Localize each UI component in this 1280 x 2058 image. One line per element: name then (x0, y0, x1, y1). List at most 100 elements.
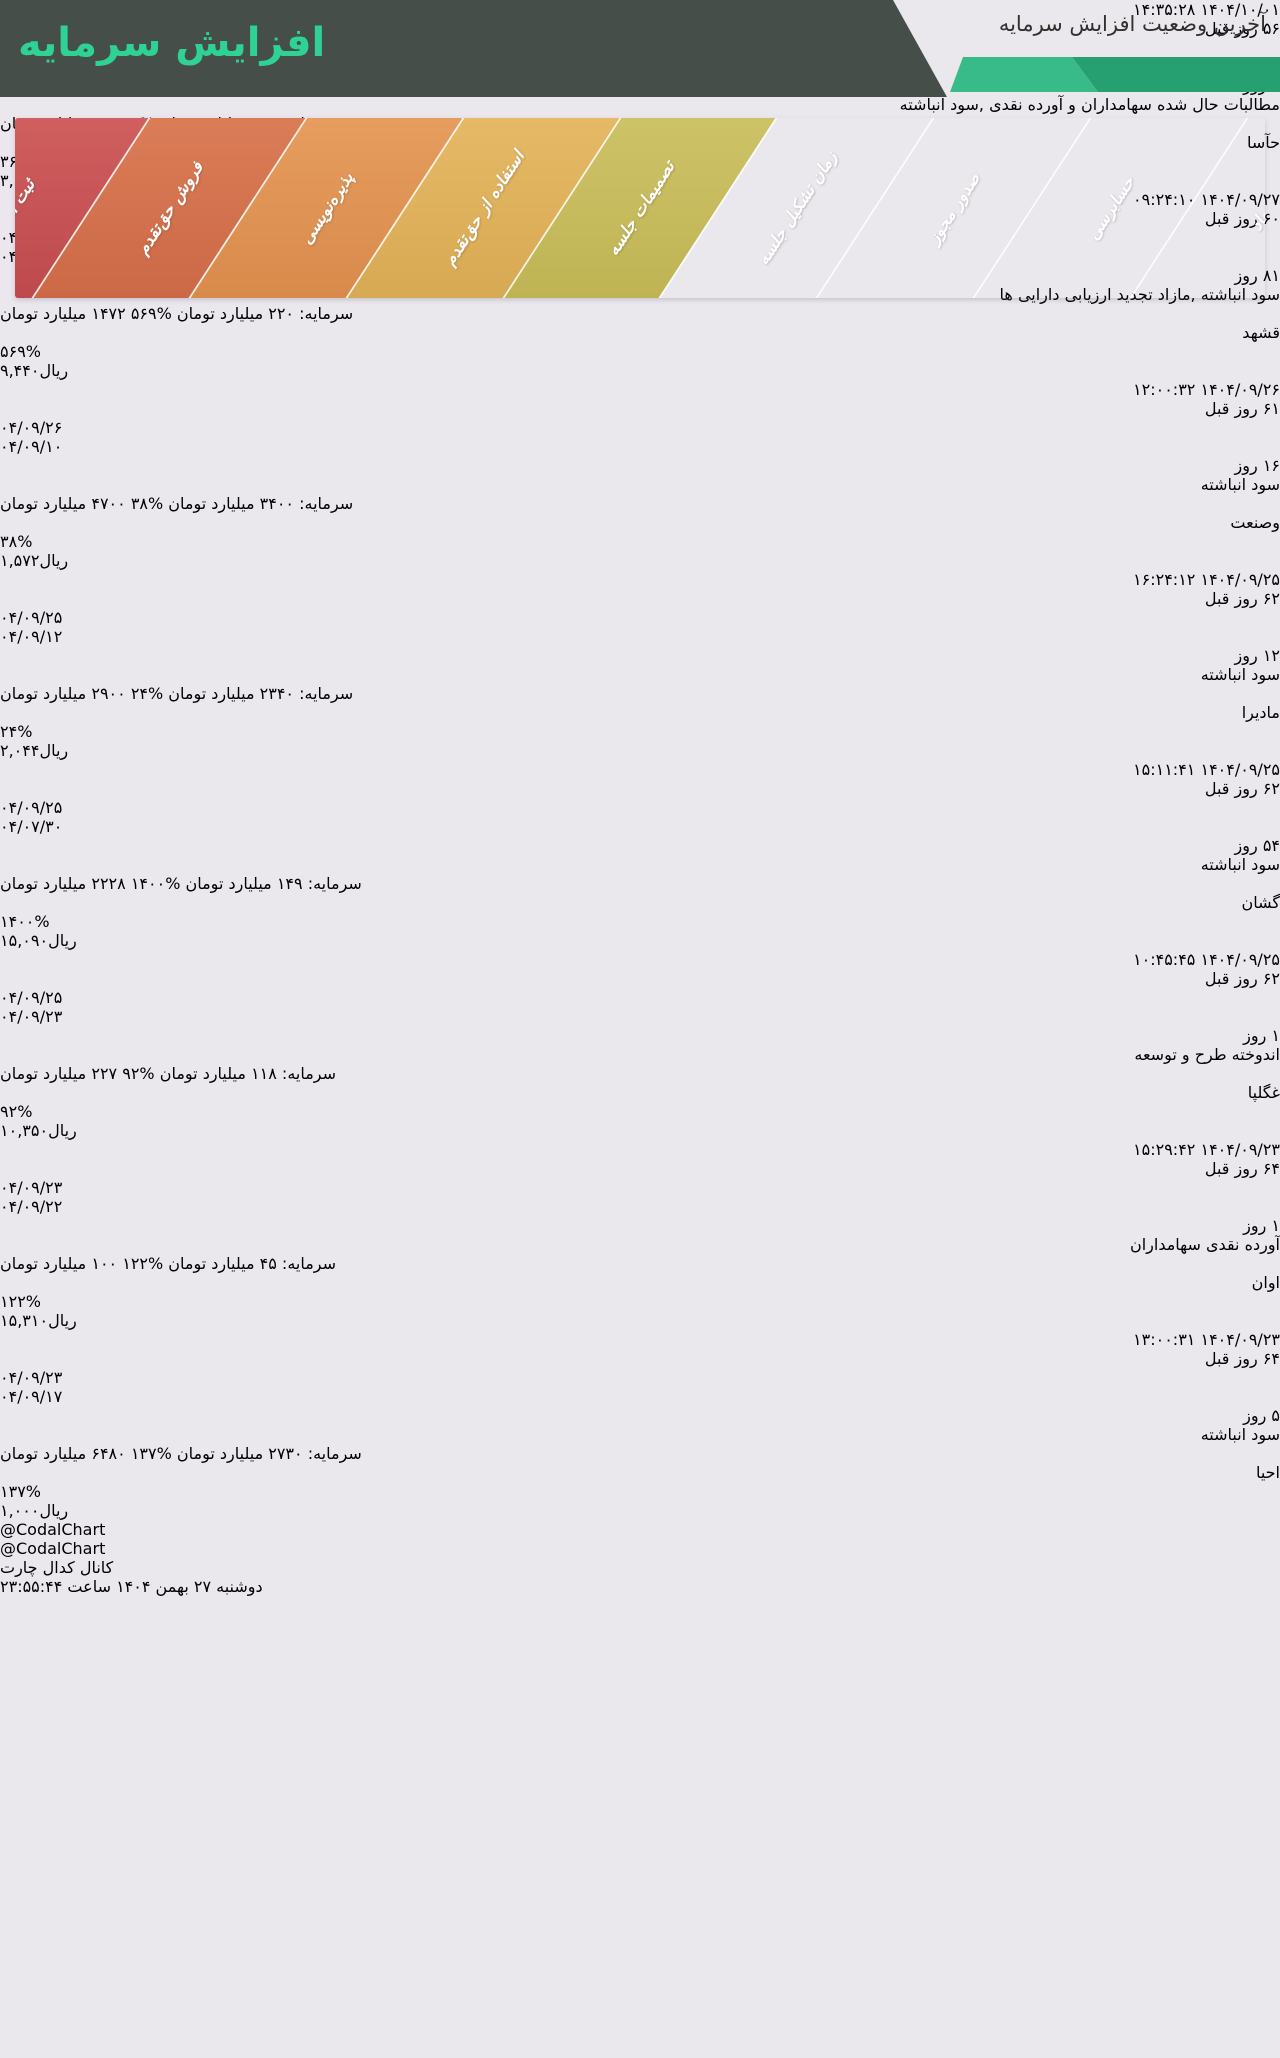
increase-arrow: ۱۴۰۰% (131, 874, 181, 893)
card-body: ۱۴۰۴/۰۹/۲۶ ۱۲:۰۰:۳۲ ۶۱ روز قبل ۰۴/۰۹/۲۶ … (0, 380, 1280, 513)
card-body: ۱۴۰۴/۰۹/۲۵ ۱۶:۲۴:۱۲ ۶۲ روز قبل ۰۴/۰۹/۲۵ … (0, 570, 1280, 703)
increase-percent-label: ۳۸% (130, 494, 164, 513)
announcement-timestamp: ۱۴۰۴/۰۹/۲۵ ۱۵:۱۱:۴۱ (1133, 760, 1280, 779)
card-body: ۱۴۰۴/۰۹/۲۵ ۱۵:۱۱:۴۱ ۶۲ روز قبل ۰۴/۰۹/۲۵ … (0, 760, 1280, 893)
price-unit: ریال (39, 551, 69, 570)
stage-duration-label: ۱۲ روز (1234, 646, 1280, 665)
green-bar-dark-segment (1072, 57, 1280, 92)
company-increase-percent: ۲۴% (0, 722, 33, 741)
company-price: ۱,۵۷۲ریال (0, 551, 1280, 570)
proposal-date-badge: ۰۴/۰۹/۱۷ (0, 1387, 63, 1406)
increase-percent-label: ۱۴۰۰% (130, 874, 181, 893)
old-capital-badge: ۱۱۸ میلیارد تومان (159, 1064, 277, 1083)
company-panel: اوان ۱۲۲% ۱۵,۳۱۰ریال (0, 1273, 1280, 1330)
announcement-timestamp: ۱۴۰۴/۰۹/۲۷ ۰۹:۲۴:۱۰ (1133, 190, 1280, 209)
funding-source-description: آورده نقدی سهامداران (1129, 1235, 1280, 1254)
company-card: ۱۴۰۴/۰۹/۲۵ ۱۵:۱۱:۴۱ ۶۲ روز قبل ۰۴/۰۹/۲۵ … (0, 760, 1280, 950)
company-symbol: وصنعت (1230, 513, 1280, 532)
stage-duration-label: ۵۴ روز (1234, 836, 1280, 855)
old-capital-badge: ۲۲۰ میلیارد تومان (176, 304, 295, 323)
days-ago-badge: ۶۲ روز قبل (1204, 969, 1280, 988)
stage-duration-label: ۱ روز (1243, 1026, 1280, 1045)
price-unit: ریال (48, 1311, 77, 1330)
capital-prefix-label: سرمایه: (281, 1254, 337, 1273)
header-block (0, 0, 947, 97)
capital-row: ۶۴۸۰ میلیارد تومان ۱۳۷% ۲۷۳۰ میلیارد توم… (0, 1444, 1280, 1463)
company-card: ۱۴۰۴/۰۹/۲۵ ۱۶:۲۴:۱۲ ۶۲ روز قبل ۰۴/۰۹/۲۵ … (0, 570, 1280, 760)
price-value: ۱,۰۰۰ (0, 1501, 40, 1520)
stage-stripes: ثبت آگهی فروش حق‌تقدم پذیره‌نویسی استفاد… (15, 118, 1265, 298)
funding-source-description: مطالبات حال شده سهامداران و آورده نقدی ,… (899, 95, 1280, 114)
company-panel: وصنعت ۳۸% ۱,۵۷۲ریال (0, 513, 1280, 570)
company-card: ۱۴۰۴/۰۹/۲۳ ۱۳:۰۰:۳۱ ۶۴ روز قبل ۰۴/۰۹/۲۳ … (0, 1330, 1280, 1520)
price-unit: ریال (48, 1121, 77, 1140)
funding-source-description: سود انباشته (1200, 855, 1280, 874)
increase-arrow: ۱۳۷% (131, 1444, 172, 1463)
announcement-timestamp: ۱۴۰۴/۰۹/۲۳ ۱۳:۰۰:۳۱ (1133, 1330, 1280, 1349)
price-unit: ریال (39, 1501, 69, 1520)
old-capital-badge: ۱۴۹ میلیارد تومان (185, 874, 303, 893)
funding-source-description: سود انباشته (1200, 665, 1280, 684)
increase-arrow: ۱۲۲% (122, 1254, 163, 1273)
company-symbol: حآسا (1246, 133, 1280, 152)
company-panel: قشهد ۵۶۹% ۹,۴۴۰ریال (0, 323, 1280, 380)
page-title: افزایش سرمایه (18, 20, 326, 66)
announcement-timestamp: ۱۴۰۴/۱۰/۰۱ ۱۴:۳۵:۲۸ (1133, 0, 1280, 19)
company-symbol: قشهد (1242, 323, 1280, 342)
company-panel: غگلپا ۹۲% ۱۰,۳۵۰ریال (0, 1083, 1280, 1140)
announcement-timestamp: ۱۴۰۴/۰۹/۲۵ ۱۶:۲۴:۱۲ (1133, 570, 1280, 589)
capital-row: ۱۴۷۲ میلیارد تومان ۵۶۹% ۲۲۰ میلیارد توما… (0, 304, 1280, 323)
recent-stage-date-badge: ۰۴/۰۹/۲۳ (0, 1368, 63, 1387)
old-capital-badge: ۳۴۰۰ میلیارد تومان (168, 494, 295, 513)
announcement-timestamp: ۱۴۰۴/۰۹/۲۵ ۱۰:۴۵:۴۵ (1133, 950, 1280, 969)
codalchart-watermark: @CodalChart (0, 1520, 106, 1539)
announcement-timestamp: ۱۴۰۴/۰۹/۲۶ ۱۲:۰۰:۳۲ (1133, 380, 1280, 399)
recent-stage-date-badge: ۰۴/۰۹/۲۵ (0, 608, 63, 627)
price-value: ۱۰,۳۵۰ (0, 1121, 49, 1140)
old-capital-badge: ۴۵ میلیارد تومان (168, 1254, 277, 1273)
company-card: ۱۴۰۴/۰۹/۲۶ ۱۲:۰۰:۳۲ ۶۱ روز قبل ۰۴/۰۹/۲۶ … (0, 380, 1280, 570)
days-ago-badge: ۶۴ روز قبل (1204, 1349, 1280, 1368)
new-capital-badge: ۲۲۷ میلیارد تومان (0, 1064, 118, 1083)
new-capital-badge: ۲۲۲۸ میلیارد تومان (0, 874, 126, 893)
company-increase-percent: ۱۴۰۰% (0, 912, 50, 931)
header-green-bar (950, 57, 1280, 92)
capital-row: ۴۷۰۰ میلیارد تومان ۳۸% ۳۴۰۰ میلیارد توما… (0, 494, 1280, 513)
days-ago-badge: ۶۱ روز قبل (1204, 399, 1280, 418)
announcement-timestamp: ۱۴۰۴/۰۹/۲۳ ۱۵:۲۹:۴۲ (1133, 1140, 1280, 1159)
days-ago-badge: ۶۲ روز قبل (1204, 589, 1280, 608)
company-price: ۱,۰۰۰ریال (0, 1501, 1280, 1520)
card-body: ۱۴۰۴/۰۹/۲۳ ۱۵:۲۹:۴۲ ۶۴ روز قبل ۰۴/۰۹/۲۳ … (0, 1140, 1280, 1273)
green-bar-light-segment (950, 57, 1098, 92)
company-price: ۱۰,۳۵۰ریال (0, 1121, 1280, 1140)
company-symbol: گشان (1241, 893, 1280, 912)
capital-prefix-label: سرمایه: (307, 1444, 362, 1463)
funding-source-description: سود انباشته (1200, 1425, 1280, 1444)
recent-stage-date-badge: ۰۴/۰۹/۲۵ (0, 798, 63, 817)
proposal-date-badge: ۰۴/۰۹/۱۰ (0, 437, 63, 456)
stage-duration-label: ۵ روز (1243, 1406, 1280, 1425)
capital-prefix-label: سرمایه: (281, 1064, 337, 1083)
company-symbol: اوان (1251, 1273, 1280, 1292)
new-capital-badge: ۲۹۰۰ میلیارد تومان (0, 684, 126, 703)
increase-percent-label: ۲۴% (130, 684, 164, 703)
company-price: ۲,۰۴۴ریال (0, 741, 1280, 760)
increase-arrow: ۹۲% (122, 1064, 154, 1083)
new-capital-badge: ۴۷۰۰ میلیارد تومان (0, 494, 126, 513)
company-increase-percent: ۵۶۹% (0, 342, 41, 361)
days-ago-badge: ۶۴ روز قبل (1204, 1159, 1280, 1178)
company-panel: گشان ۱۴۰۰% ۱۵,۰۹۰ریال (0, 893, 1280, 950)
proposal-date-badge: ۰۴/۰۹/۲۳ (0, 1007, 63, 1026)
price-unit: ریال (48, 931, 77, 950)
price-value: ۹,۴۴۰ (0, 361, 40, 380)
price-unit: ریال (39, 361, 69, 380)
stage-duration-label: ۱ روز (1243, 1216, 1280, 1235)
funding-source-description: سود انباشته (1200, 475, 1280, 494)
card-body: ۱۴۰۴/۰۹/۲۳ ۱۳:۰۰:۳۱ ۶۴ روز قبل ۰۴/۰۹/۲۳ … (0, 1330, 1280, 1463)
increase-percent-label: ۱۳۷% (130, 1444, 172, 1463)
company-increase-percent: ۹۲% (0, 1102, 33, 1121)
telegram-handle[interactable]: @CodalChart (0, 1539, 106, 1558)
company-panel: مادیرا ۲۴% ۲,۰۴۴ریال (0, 703, 1280, 760)
new-capital-badge: ۱۰۰ میلیارد تومان (0, 1254, 118, 1273)
